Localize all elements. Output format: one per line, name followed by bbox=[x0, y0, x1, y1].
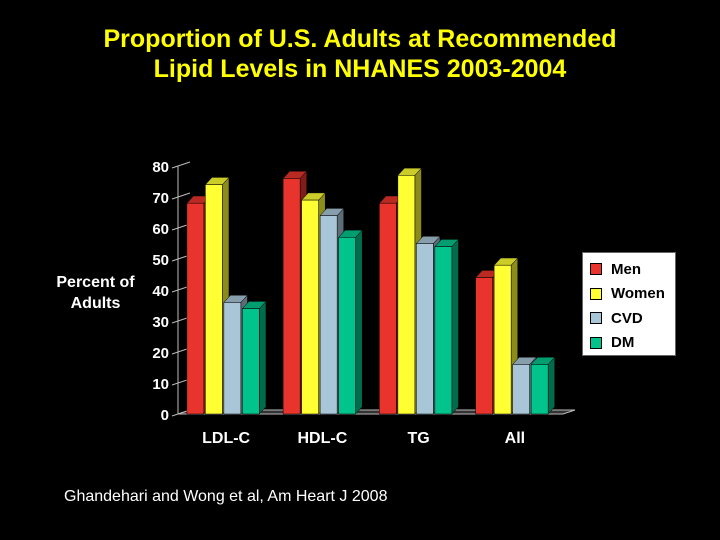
y-tick-label: 50 bbox=[152, 252, 169, 269]
x-tick-label: TG bbox=[408, 430, 430, 447]
bar-front bbox=[301, 199, 319, 415]
legend-swatch bbox=[590, 336, 602, 349]
y-tick-label: 0 bbox=[161, 407, 169, 424]
x-tick-label: LDL-C bbox=[202, 430, 250, 447]
bar-front bbox=[186, 202, 205, 415]
bar-front bbox=[379, 202, 397, 415]
y-tick-mark bbox=[171, 192, 191, 200]
bar-front bbox=[338, 237, 356, 415]
title-line-2: Lipid Levels in NHANES 2003-2004 bbox=[153, 55, 567, 83]
bar-front bbox=[205, 184, 223, 415]
bar-side bbox=[355, 229, 363, 415]
slide-title: Proportion of U.S. Adults at Recommended… bbox=[0, 24, 720, 84]
bar-front bbox=[397, 175, 416, 415]
y-tick-label: 70 bbox=[152, 190, 169, 207]
legend-label: CVD bbox=[611, 309, 643, 327]
y-tick-label: 40 bbox=[152, 283, 169, 300]
legend-item-men: Men bbox=[590, 257, 675, 282]
y-tick-mark bbox=[171, 161, 191, 169]
bar-side bbox=[451, 238, 459, 415]
legend-swatch bbox=[590, 263, 602, 276]
y-tick-label: 30 bbox=[152, 314, 169, 331]
title-line-1: Proportion of U.S. Adults at Recommended bbox=[103, 25, 617, 53]
legend: Men Women CVD DM bbox=[582, 252, 676, 356]
y-tick-label: 20 bbox=[152, 345, 169, 362]
bar-front bbox=[512, 364, 530, 415]
legend-swatch bbox=[590, 312, 602, 325]
legend-item-dm: DM bbox=[590, 331, 675, 356]
bar-front bbox=[223, 302, 242, 415]
bar-front bbox=[434, 246, 453, 415]
legend-item-cvd: CVD bbox=[590, 306, 675, 331]
legend-label: Women bbox=[611, 285, 665, 303]
bar-front bbox=[319, 215, 338, 415]
bar-dm-tg bbox=[434, 238, 460, 415]
bar-side bbox=[547, 356, 555, 415]
x-tick-label: All bbox=[505, 430, 525, 447]
bar-front bbox=[530, 364, 549, 415]
bars bbox=[186, 167, 556, 415]
bar-front bbox=[242, 308, 260, 415]
bar-dm-all bbox=[530, 356, 556, 415]
tick-labels: 0 10 20 30 40 50 60 70 80 LDL-C HDL-C TG All bbox=[152, 159, 525, 447]
legend-swatch bbox=[590, 287, 602, 300]
bar-dm-ldl-c bbox=[241, 300, 267, 415]
y-tick-label: 10 bbox=[152, 376, 169, 393]
legend-label: DM bbox=[611, 334, 635, 352]
source-citation: Ghandehari and Wong et al, Am Heart J 20… bbox=[64, 488, 388, 505]
bar-side bbox=[259, 300, 267, 415]
bar-dm-hdl-c bbox=[338, 229, 363, 415]
bar-front bbox=[493, 264, 512, 415]
legend-label: Men bbox=[611, 260, 641, 278]
x-tick-label: HDL-C bbox=[297, 430, 347, 447]
legend-item-women: Women bbox=[590, 282, 675, 307]
y-axis-label: Percent of Adults bbox=[56, 274, 135, 312]
bar-front bbox=[416, 243, 434, 415]
y-tick-label: 60 bbox=[152, 221, 169, 238]
bar-front bbox=[282, 178, 301, 415]
bar-front bbox=[475, 277, 493, 415]
y-tick-label: 80 bbox=[152, 159, 169, 176]
